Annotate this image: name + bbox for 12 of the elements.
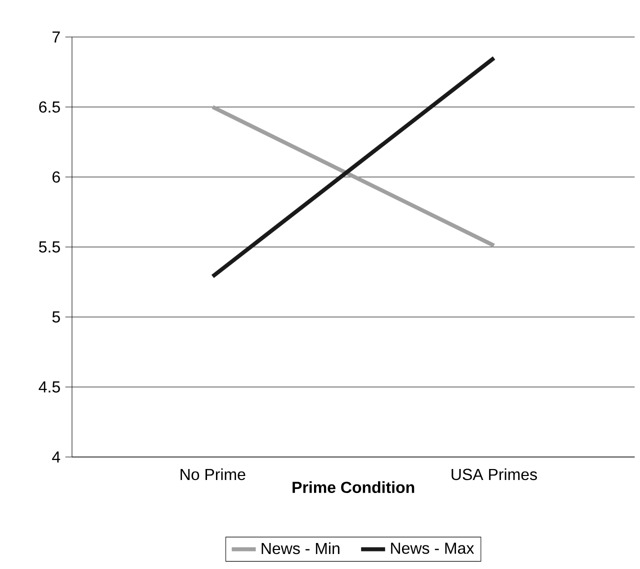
- y-tick-label: 6: [52, 171, 60, 183]
- x-axis-title: Prime Condition: [292, 481, 414, 494]
- x-tick-label: USA Primes: [452, 468, 537, 480]
- y-tick-label: 5.5: [39, 241, 60, 253]
- legend-label: News - Min: [262, 542, 340, 554]
- legend-label: News - Max: [391, 542, 474, 554]
- y-tick-label: 6.5: [39, 101, 60, 113]
- y-tick-label: 7: [52, 32, 60, 43]
- x-tick-label: No Prime: [180, 468, 246, 480]
- y-tick-label: 4: [52, 452, 60, 463]
- y-tick-label: 4.5: [38, 381, 60, 393]
- y-tick-label: 5: [52, 311, 60, 323]
